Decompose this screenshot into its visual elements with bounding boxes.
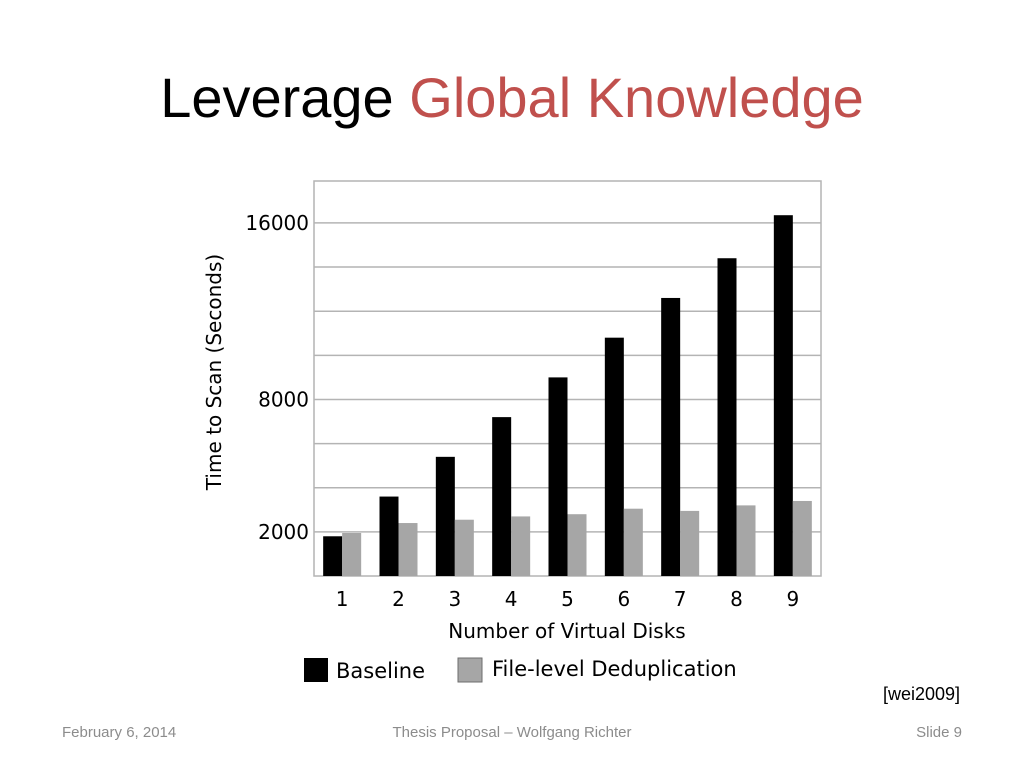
citation: [wei2009] xyxy=(882,684,960,704)
bar-baseline-6 xyxy=(604,337,624,576)
x-axis-label: Number of Virtual Disks xyxy=(448,619,685,643)
bar-dedup-6 xyxy=(623,508,643,576)
bar-dedup-8 xyxy=(736,505,756,576)
y-axis-label: Time to Scan (Seconds) xyxy=(202,254,226,491)
bar-baseline-4 xyxy=(492,417,512,576)
bar-dedup-7 xyxy=(680,510,700,576)
title-plain: Leverage xyxy=(160,66,394,129)
bar-dedup-9 xyxy=(792,500,812,576)
bar-baseline-5 xyxy=(548,377,568,576)
legend-label: Baseline xyxy=(336,659,425,683)
x-tick-label: 5 xyxy=(561,587,574,611)
x-tick-label: 6 xyxy=(617,587,630,611)
y-tick-label: 8000 xyxy=(258,387,309,411)
title-accent: Global Knowledge xyxy=(409,66,864,129)
x-tick-label: 2 xyxy=(392,587,405,611)
bar-dedup-2 xyxy=(398,523,418,576)
footer-slide-number: Slide 9 xyxy=(916,724,962,741)
x-tick-label: 4 xyxy=(505,587,518,611)
bar-baseline-8 xyxy=(717,258,737,576)
bar-baseline-2 xyxy=(379,496,399,576)
legend: Baseline File-level Deduplication xyxy=(304,657,737,683)
bar-dedup-3 xyxy=(454,519,474,576)
bar-baseline-9 xyxy=(773,215,793,576)
x-tick-label: 9 xyxy=(786,587,799,611)
x-tick-label: 7 xyxy=(674,587,687,611)
legend-label: File-level Deduplication xyxy=(492,657,737,681)
x-tick-label: 3 xyxy=(448,587,461,611)
footer-date: February 6, 2014 xyxy=(62,724,177,741)
bar-dedup-1 xyxy=(342,532,362,576)
slide-title: Leverage Global Knowledge xyxy=(0,62,1024,134)
y-tick-labels: 2000 8000 16000 xyxy=(245,211,309,544)
bar-baseline-7 xyxy=(661,297,681,576)
x-tick-labels: 1 2 3 4 5 6 7 8 9 xyxy=(336,587,799,611)
bar-baseline-1 xyxy=(323,536,343,576)
x-tick-label: 1 xyxy=(336,587,349,611)
y-tick-label: 16000 xyxy=(245,211,309,235)
legend-swatch xyxy=(304,658,328,682)
bars xyxy=(323,215,812,576)
y-tick-label: 2000 xyxy=(258,520,309,544)
bar-dedup-5 xyxy=(567,514,587,576)
footer-title: Thesis Proposal – Wolfgang Richter xyxy=(392,724,632,741)
legend-swatch xyxy=(457,657,483,683)
bar-baseline-3 xyxy=(435,456,455,576)
bar-dedup-4 xyxy=(511,516,531,576)
x-tick-label: 8 xyxy=(730,587,743,611)
